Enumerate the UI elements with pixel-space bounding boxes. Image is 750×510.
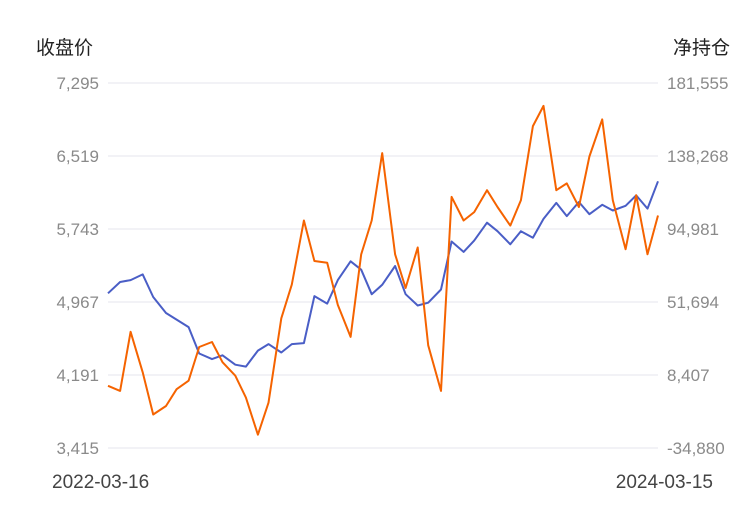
- x-tick-start: 2022-03-16: [52, 472, 149, 493]
- left-tick-label: 5,743: [56, 220, 99, 239]
- right-axis-ticks: 181,555 138,268 94,981 51,694 8,407 -34,880: [667, 74, 728, 458]
- left-tick-label: 4,967: [56, 293, 99, 312]
- left-axis-title: 收盘价: [36, 37, 93, 59]
- right-axis-title: 净持仓: [673, 37, 730, 59]
- x-tick-end: 2024-03-15: [616, 472, 713, 493]
- left-tick-label: 7,295: [56, 74, 99, 93]
- left-tick-label: 6,519: [56, 147, 99, 166]
- right-tick-label: 94,981: [667, 220, 719, 239]
- left-tick-label: 4,191: [56, 366, 99, 385]
- close-price-line: [107, 180, 659, 368]
- right-tick-label: 8,407: [667, 366, 710, 385]
- left-tick-label: 3,415: [56, 439, 99, 458]
- left-axis-ticks: 7,295 6,519 5,743 4,967 4,191 3,415: [56, 74, 99, 458]
- gridlines: [108, 82, 658, 449]
- right-tick-label: -34,880: [667, 439, 725, 458]
- right-tick-label: 138,268: [667, 147, 728, 166]
- right-tick-label: 181,555: [667, 74, 728, 93]
- right-tick-label: 51,694: [667, 293, 719, 312]
- net-position-line: [107, 104, 659, 436]
- series-lines: [107, 104, 659, 436]
